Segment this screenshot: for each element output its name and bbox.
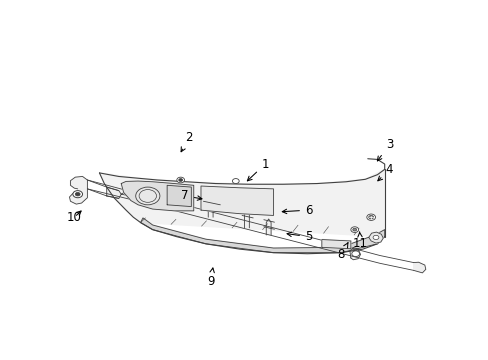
Text: 4: 4: [377, 163, 392, 181]
Text: 10: 10: [67, 211, 81, 224]
Polygon shape: [321, 239, 350, 249]
Polygon shape: [99, 169, 384, 237]
Circle shape: [73, 191, 82, 198]
Polygon shape: [265, 219, 270, 235]
Circle shape: [351, 251, 359, 257]
Circle shape: [352, 228, 356, 231]
Circle shape: [350, 227, 358, 233]
Text: 6: 6: [282, 204, 312, 217]
Polygon shape: [368, 232, 383, 243]
Text: 5: 5: [286, 230, 312, 243]
Polygon shape: [121, 191, 138, 201]
Circle shape: [366, 214, 375, 220]
Polygon shape: [69, 176, 87, 204]
Polygon shape: [413, 262, 425, 273]
Text: 2: 2: [181, 131, 192, 152]
Circle shape: [232, 179, 239, 184]
Text: 3: 3: [377, 138, 392, 161]
Circle shape: [368, 215, 373, 219]
Circle shape: [75, 192, 80, 196]
Polygon shape: [106, 187, 121, 198]
Polygon shape: [244, 210, 249, 228]
Text: 1: 1: [247, 158, 268, 181]
Text: 7: 7: [181, 189, 202, 202]
Polygon shape: [167, 185, 191, 207]
Text: 8: 8: [337, 243, 347, 261]
Text: 9: 9: [206, 268, 214, 288]
Circle shape: [177, 177, 184, 183]
Polygon shape: [208, 201, 213, 217]
Circle shape: [179, 179, 182, 181]
Polygon shape: [201, 186, 273, 215]
Polygon shape: [349, 247, 360, 260]
Circle shape: [372, 235, 378, 239]
Polygon shape: [140, 218, 384, 253]
Circle shape: [136, 187, 160, 205]
Polygon shape: [121, 181, 193, 211]
Text: 11: 11: [352, 232, 367, 250]
